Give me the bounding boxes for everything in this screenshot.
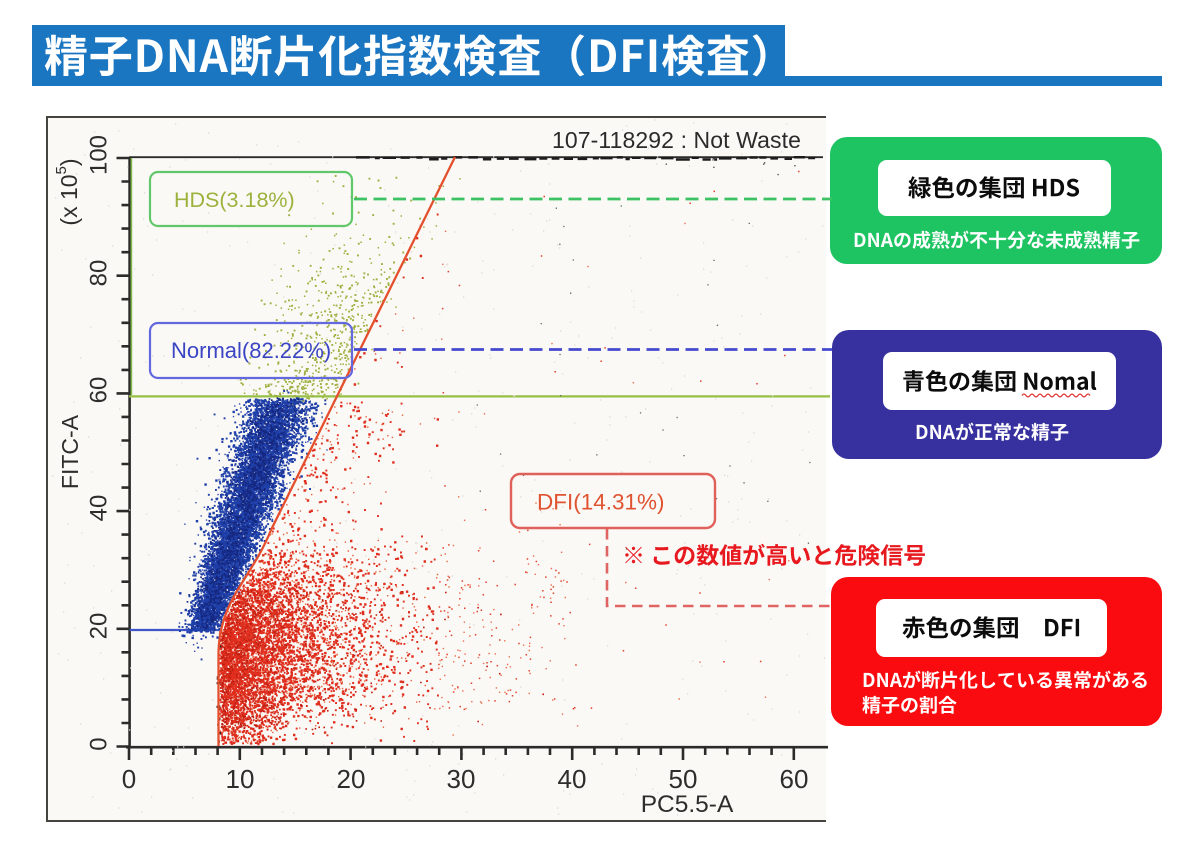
svg-text:40: 40 [86, 495, 113, 522]
svg-text:30: 30 [447, 764, 476, 794]
svg-text:FITC-A: FITC-A [57, 414, 83, 489]
svg-text:100: 100 [86, 135, 113, 175]
svg-text:50: 50 [669, 764, 698, 794]
svg-text:(x 105): (x 105) [53, 158, 83, 225]
svg-text:60: 60 [780, 764, 809, 794]
svg-text:DFI(14.31%): DFI(14.31%) [537, 490, 665, 515]
svg-text:HDS(3.18%): HDS(3.18%) [174, 188, 295, 212]
svg-text:20: 20 [86, 613, 113, 640]
svg-text:10: 10 [226, 764, 255, 794]
svg-text:80: 80 [86, 260, 113, 287]
svg-text:0: 0 [122, 764, 136, 794]
svg-text:PC5.5-A: PC5.5-A [641, 791, 734, 818]
svg-text:60: 60 [86, 377, 113, 404]
svg-text:Normal(82.22%): Normal(82.22%) [171, 338, 331, 363]
svg-text:20: 20 [337, 764, 366, 794]
svg-text:107-118292 : Not Waste: 107-118292 : Not Waste [552, 127, 801, 153]
svg-text:40: 40 [558, 764, 587, 794]
svg-text:0: 0 [86, 737, 113, 750]
